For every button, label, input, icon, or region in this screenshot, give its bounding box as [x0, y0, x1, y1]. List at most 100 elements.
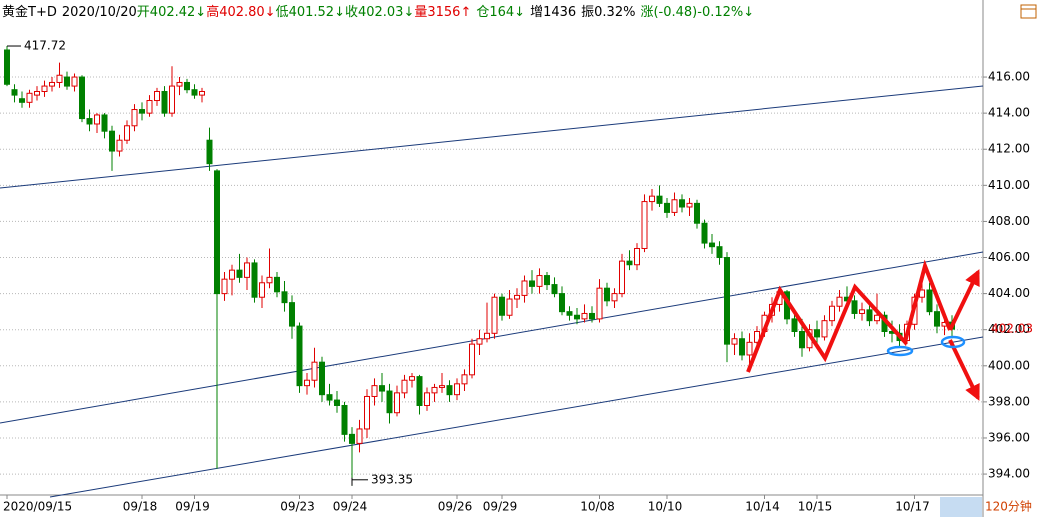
candle-body	[259, 282, 265, 298]
x-tick-label: 09/18	[123, 500, 158, 514]
y-tick-label: 414.00	[988, 106, 1030, 120]
y-tick-label: 400.00	[988, 358, 1030, 372]
y-tick-label: 402.00	[988, 322, 1030, 336]
candle-body	[664, 202, 670, 213]
candle-body	[604, 287, 610, 302]
header-line: 黄金T+D 2020/10/20开402.42↓高402.80↓低401.52↓收…	[2, 4, 754, 20]
candle-body	[836, 296, 843, 307]
candle-body	[146, 100, 153, 114]
candle-body	[581, 312, 588, 320]
x-tick-label: 10/17	[895, 500, 930, 514]
candle-body	[311, 361, 318, 381]
candle-body	[461, 374, 468, 385]
candle-body	[484, 332, 490, 340]
candle-body	[199, 90, 205, 96]
candle-body	[131, 109, 138, 127]
candle-body	[379, 385, 385, 392]
candle-body	[671, 199, 678, 213]
candle-body	[431, 386, 438, 394]
candle-body	[649, 195, 655, 203]
candle-body	[229, 269, 235, 280]
candle-body	[866, 309, 873, 322]
header-item: 收402.03↓	[345, 5, 414, 20]
candle-body	[566, 311, 573, 316]
header-item: 仓164↓	[476, 5, 525, 20]
y-tick-label: 398.00	[988, 394, 1030, 408]
candle-body	[724, 257, 730, 345]
trend-line	[0, 251, 984, 424]
candle-body	[116, 139, 123, 152]
period-label: 120分钟	[985, 499, 1032, 514]
candle-body	[506, 298, 513, 316]
candle-body	[236, 269, 243, 278]
candle-body	[596, 287, 603, 320]
candle-body	[536, 275, 543, 287]
candle-body	[514, 294, 520, 300]
candle-body	[401, 379, 408, 394]
candle-body	[641, 201, 648, 249]
x-tick-label: 09/24	[333, 500, 368, 514]
candle-body	[859, 309, 865, 314]
candle-body	[791, 318, 798, 333]
candle-body	[289, 302, 295, 327]
last-price-label: 402.03	[991, 322, 1033, 336]
candle-body	[71, 76, 78, 87]
down-arrow	[948, 339, 980, 401]
candle-body	[319, 361, 325, 396]
candle-body	[176, 81, 183, 87]
candle-body	[386, 390, 393, 414]
scroll-thumb[interactable]	[940, 497, 982, 517]
header-item: 涨(-0.48)-0.12%↓	[640, 5, 754, 20]
candle-body	[521, 280, 528, 296]
candle-body	[371, 385, 378, 397]
candle-body	[184, 81, 190, 91]
candle-body	[934, 311, 940, 327]
candle-body	[221, 278, 228, 295]
candle-body	[746, 341, 753, 356]
header: 黄金T+D 2020/10/20开402.42↓高402.80↓低401.52↓收…	[2, 4, 754, 20]
candle-body	[356, 428, 363, 444]
circle-mark	[886, 345, 914, 357]
candle-body	[739, 338, 745, 356]
candle-body	[454, 383, 460, 396]
candle-body	[821, 320, 828, 338]
y-tick-label: 396.00	[988, 430, 1030, 444]
candle-body	[34, 90, 40, 96]
candle-body	[266, 276, 273, 284]
candle-body	[731, 338, 738, 345]
candle-body	[416, 376, 423, 406]
x-tick-label: 10/14	[745, 500, 780, 514]
candle-body	[206, 139, 213, 165]
candle-body	[814, 329, 820, 338]
annotations	[746, 259, 980, 401]
x-tick-label: 10/10	[648, 500, 683, 514]
candle-body	[799, 331, 805, 349]
candle-body	[409, 376, 415, 381]
candle-body	[701, 222, 708, 244]
candle-body	[446, 385, 453, 396]
trend-line	[49, 336, 984, 498]
candle-body	[926, 289, 933, 313]
candle-body	[394, 392, 400, 414]
candle-body	[626, 260, 633, 266]
candle-body	[349, 433, 355, 444]
x-tick-label: 09/23	[280, 500, 315, 514]
candle-body	[619, 260, 625, 295]
x-tick-label: 09/19	[175, 500, 210, 514]
low-label: 393.35	[371, 472, 413, 486]
header-item: 低401.52↓	[276, 5, 345, 20]
candle-body	[341, 404, 348, 435]
candles	[4, 46, 955, 486]
high-label: 417.72	[24, 39, 66, 53]
candle-body	[559, 293, 565, 313]
candle-body	[79, 76, 85, 120]
header-item: 振0.32%	[581, 5, 635, 20]
candle-body	[94, 114, 100, 125]
candle-body	[364, 395, 370, 430]
x-tick-label: 2020/09/15	[3, 500, 72, 514]
candle-body	[589, 312, 595, 320]
candle-body	[574, 314, 580, 320]
candle-body	[851, 300, 858, 314]
candle-body	[49, 81, 55, 87]
trend-lines	[0, 85, 984, 498]
